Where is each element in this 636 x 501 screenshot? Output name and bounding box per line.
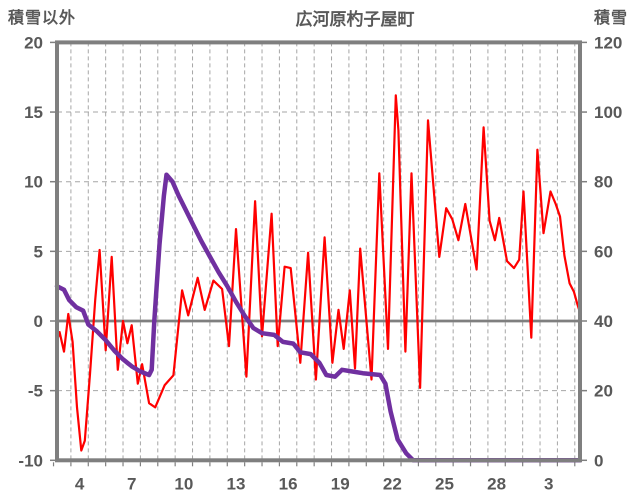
- left-tick-label: 10: [24, 173, 43, 192]
- right-tick-label: 40: [594, 312, 613, 331]
- left-tick-label: -10: [18, 451, 43, 470]
- x-tick-label: 4: [75, 474, 85, 493]
- right-tick-label: 60: [594, 242, 613, 261]
- chart-title: 広河原杓子屋町: [295, 10, 415, 29]
- plot-border: [55, 40, 582, 463]
- right-tick-label: 20: [594, 382, 613, 401]
- left-tick-label: 20: [24, 33, 43, 52]
- gridlines: [57, 42, 580, 461]
- right-axis-title: 積雪: [593, 10, 628, 27]
- right-tick-label: 0: [594, 451, 603, 470]
- left-tick-label: -5: [28, 382, 43, 401]
- right-tick-label: 100: [594, 103, 622, 122]
- plot-frame: [55, 40, 582, 463]
- left-tick-label: 5: [34, 242, 43, 261]
- x-tick-label: 7: [127, 474, 136, 493]
- left-tick-label: 0: [34, 312, 43, 331]
- x-tick-label: 13: [227, 474, 246, 493]
- axis-tick-labels: 20 15 10 5 0 -5 -10 120 100 80 60 40 20 0 4 7 10 13 16 19 22…: [18, 33, 622, 493]
- x-tick-label: 19: [331, 474, 350, 493]
- x-tick-label: 10: [174, 474, 193, 493]
- axis-ticks: [50, 41, 587, 467]
- series-line-temperature: [55, 94, 582, 452]
- series-line-snow: [54, 172, 583, 463]
- right-tick-label: 80: [594, 173, 613, 192]
- x-tick-label: 22: [383, 474, 402, 493]
- x-tick-label: 25: [435, 474, 454, 493]
- x-tick-label: 16: [279, 474, 298, 493]
- right-tick-label: 120: [594, 33, 622, 52]
- left-axis-title: 積雪以外: [8, 10, 77, 27]
- data-series: [54, 94, 583, 463]
- x-tick-label: 28: [487, 474, 506, 493]
- x-tick-label: 3: [544, 474, 553, 493]
- left-tick-label: 15: [24, 103, 43, 122]
